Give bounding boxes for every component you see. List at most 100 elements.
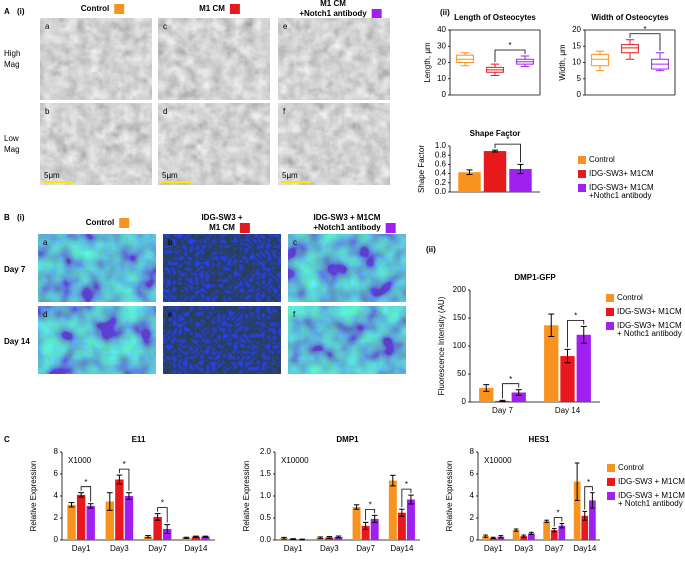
column-header: M1 CM (320, 0, 346, 8)
bar (544, 325, 559, 402)
box (621, 44, 639, 54)
row-label: Day 7 (4, 265, 26, 274)
y-tick-label: 2 (470, 513, 475, 522)
legend-label: IDG-SW3+ M1CM (589, 169, 654, 178)
significance-star: * (369, 500, 372, 509)
image-letter: b (168, 238, 173, 247)
y-tick-label: 200 (453, 285, 467, 294)
y-tick-label: 50 (457, 369, 466, 378)
legend-label: IDG-SW3+ M1CM +Nothc1 antibody (589, 183, 656, 200)
significance-bracket (365, 508, 376, 521)
chart-title: Shape Factor (470, 129, 521, 138)
significance-star: * (509, 375, 512, 384)
legend-swatch (607, 478, 615, 486)
legend-swatch (607, 464, 615, 472)
micrograph (278, 18, 390, 100)
y-tick-label: 0.0 (260, 535, 272, 544)
legend-swatch (578, 170, 586, 178)
significance-bracket (502, 383, 520, 399)
y-tick-label: 6 (54, 469, 59, 478)
x-tick-label: Day7 (356, 544, 375, 553)
column-header: Control (86, 218, 114, 227)
y-tick-label: 15 (572, 41, 581, 50)
bar (560, 356, 575, 402)
chart-title: Width of Osteocytes (591, 13, 669, 22)
significance-bracket (584, 486, 593, 510)
y-axis-label: Width, μm (558, 44, 567, 81)
chart-title: Length of Osteocytes (454, 13, 536, 22)
image-letter: e (168, 310, 173, 319)
micrograph (163, 306, 281, 374)
bar (558, 525, 566, 540)
bar (182, 537, 191, 540)
bar (483, 151, 507, 192)
significance-bracket (118, 468, 130, 491)
significance-bracket (157, 507, 168, 523)
scale-bar (161, 181, 191, 183)
panel-label: A (4, 7, 10, 16)
micrograph (278, 103, 390, 185)
bar (550, 530, 558, 540)
bar (576, 334, 591, 402)
legend-label: IDG-SW3 + M1CM (618, 477, 685, 486)
bar (352, 507, 361, 540)
significance-star: * (405, 480, 408, 489)
image-letter: e (283, 22, 288, 31)
significance-bracket (567, 320, 585, 348)
x-tick-label: Day1 (72, 544, 91, 553)
micrograph (40, 18, 152, 100)
y-axis-label: Fluorescence Intensity (AU) (437, 296, 446, 395)
x-tick-label: Day7 (148, 544, 167, 553)
y-tick-label: 0 (462, 397, 467, 406)
y-tick-label: 1.0 (435, 141, 447, 150)
micrograph (40, 103, 152, 185)
legend-label: IDG-SW3+ M1CM (617, 307, 682, 316)
y-tick-label: 8 (470, 447, 475, 456)
y-tick-label: 4 (470, 491, 475, 500)
bar (512, 530, 520, 540)
y-tick-label: 6 (470, 469, 475, 478)
legend-swatch (606, 308, 614, 316)
x-tick-label: Day14 (390, 544, 414, 553)
significance-star: * (123, 460, 126, 469)
bar (479, 388, 494, 402)
y-tick-label: 2.0 (260, 447, 272, 456)
legend-swatch (578, 184, 586, 192)
bar (388, 480, 397, 540)
x-tick-label: Day 7 (492, 406, 513, 415)
x-tick-label: Day3 (514, 544, 533, 553)
y-tick-label: 0.6 (435, 160, 447, 169)
bar (76, 494, 86, 540)
row-label: Low (4, 134, 19, 143)
micrograph-green (288, 234, 406, 302)
micrograph-green (38, 234, 156, 302)
column-header: +Notch1 antibody (299, 9, 367, 18)
y-tick-label: 100 (453, 341, 467, 350)
legend-label: Control (618, 463, 644, 472)
scale-label: 5μm (44, 171, 60, 180)
legend-label: Control (589, 155, 615, 164)
x-tick-label: Day1 (484, 544, 503, 553)
significance-star: * (587, 478, 590, 487)
panel-label: (i) (17, 213, 25, 222)
y-tick-label: 150 (453, 313, 467, 322)
y-tick-label: 0 (54, 535, 59, 544)
bar (143, 536, 153, 540)
bar (361, 525, 370, 540)
bar (509, 169, 532, 192)
y-tick-label: 2 (54, 513, 59, 522)
legend-label: IDG-SW3 + M1CM + Notch1 antibody (618, 491, 685, 508)
legend-label: Control (617, 293, 643, 302)
x-tick-label: Day 14 (555, 406, 581, 415)
significance-star: * (574, 312, 577, 321)
legend-swatch (578, 156, 586, 164)
bar (543, 521, 550, 540)
y-tick-label: 10 (572, 58, 581, 67)
box (591, 53, 609, 67)
y-tick-label: 40 (437, 25, 446, 34)
legend-swatch (119, 218, 130, 228)
scale-label: 5μm (162, 171, 178, 180)
image-letter: d (163, 107, 167, 116)
y-tick-label: 20 (437, 58, 446, 67)
image-letter: d (43, 310, 47, 319)
